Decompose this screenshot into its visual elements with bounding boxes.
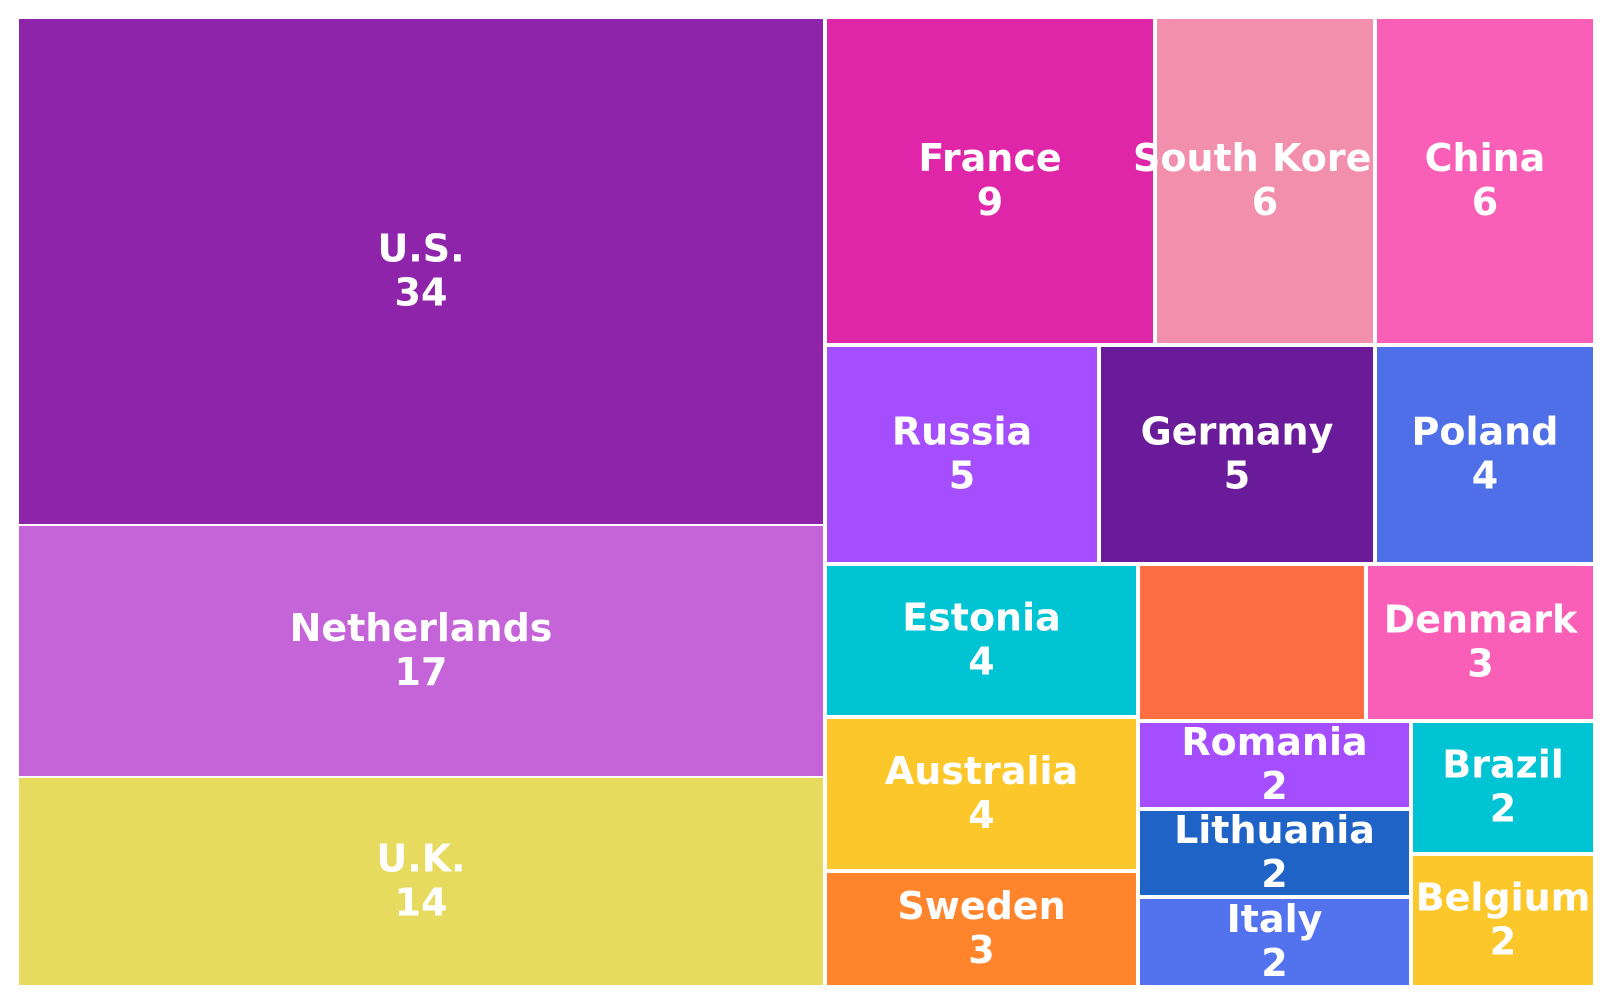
tile-rect-estonia <box>826 565 1137 716</box>
tile-border <box>1375 345 1595 564</box>
tile-border <box>1155 17 1375 345</box>
tile-rect-italy <box>1139 898 1410 986</box>
tile-border <box>1375 17 1595 345</box>
tile-rect-france <box>826 18 1154 344</box>
tile-value-china: 6 <box>1472 180 1498 224</box>
tile-border <box>825 871 1138 987</box>
tile-value-poland: 4 <box>1472 454 1498 498</box>
tile-border <box>1138 897 1411 987</box>
tile-label-romania: Romania <box>1181 720 1367 764</box>
tile-value-u-k: 14 <box>395 881 448 925</box>
tile-rect-brazil <box>1412 722 1594 853</box>
tile-value-netherlands: 17 <box>395 650 448 694</box>
tile-label-sweden: Sweden <box>897 884 1065 928</box>
tile-rect-lithuania <box>1139 810 1410 896</box>
tile-unlabeled <box>1139 565 1365 720</box>
tile-border <box>825 345 1099 564</box>
tile-rect-sweden <box>826 872 1137 986</box>
tile-rect-belgium <box>1412 855 1594 986</box>
tile-border <box>1099 345 1375 564</box>
tile-value-australia: 4 <box>968 793 994 837</box>
tile-rect-netherlands <box>18 525 824 777</box>
tile-label-belgium: Belgium <box>1416 876 1591 920</box>
tile-rect-poland <box>1376 346 1594 563</box>
tile-rect-u-k <box>18 777 824 986</box>
tile-border <box>1138 809 1411 897</box>
tile-border <box>825 717 1138 871</box>
tile-border <box>1138 721 1411 809</box>
tile-u-s: U.S.34 <box>18 18 824 525</box>
tile-rect-germany <box>1100 346 1374 563</box>
tile-value-russia: 5 <box>949 454 975 498</box>
tile-value-germany: 5 <box>1224 454 1250 498</box>
tile-border <box>825 17 1155 345</box>
tile-value-brazil: 2 <box>1490 787 1516 831</box>
tile-label-south-korea: South Korea <box>1133 136 1397 180</box>
tile-rect-u-s <box>18 18 824 525</box>
tile-value-u-s: 34 <box>395 271 448 315</box>
tile-rect-denmark <box>1367 565 1594 720</box>
tile-label-italy: Italy <box>1227 897 1323 941</box>
tile-label-estonia: Estonia <box>902 596 1061 640</box>
tile-label-australia: Australia <box>885 749 1078 793</box>
tile-rect-romania <box>1139 722 1410 808</box>
tile-label-denmark: Denmark <box>1384 598 1578 642</box>
tile-value-france: 9 <box>977 180 1003 224</box>
tile-border <box>1411 721 1595 854</box>
tile-value-south-korea: 6 <box>1252 180 1278 224</box>
tile-border <box>1366 564 1595 721</box>
tile-rect-south-korea <box>1156 18 1374 344</box>
tile-label-france: France <box>918 136 1061 180</box>
tile-border <box>1138 564 1366 721</box>
tile-value-belgium: 2 <box>1490 920 1516 964</box>
tile-border <box>825 564 1138 717</box>
tile-value-italy: 2 <box>1261 941 1287 985</box>
tile-rect-russia <box>826 346 1098 563</box>
tile-value-estonia: 4 <box>968 640 994 684</box>
tile-value-sweden: 3 <box>968 928 994 972</box>
tile-label-brazil: Brazil <box>1442 743 1564 787</box>
tile-value-romania: 2 <box>1261 764 1287 808</box>
tile-label-u-k: U.K. <box>376 837 465 881</box>
tile-value-denmark: 3 <box>1467 642 1493 686</box>
tile-label-germany: Germany <box>1141 410 1334 454</box>
tile-border <box>1411 854 1595 987</box>
tile-label-lithuania: Lithuania <box>1174 808 1375 852</box>
tile-u-k: U.K.14 <box>18 777 824 986</box>
tile-label-china: China <box>1425 136 1546 180</box>
tile-rect-australia <box>826 718 1137 870</box>
tile-label-poland: Poland <box>1412 410 1559 454</box>
tile-label-russia: Russia <box>892 410 1032 454</box>
tile-label-u-s: U.S. <box>377 227 464 271</box>
tile-rect-china <box>1376 18 1594 344</box>
tile-rect-unlabeled <box>1139 565 1365 720</box>
tile-label-netherlands: Netherlands <box>290 606 553 650</box>
tile-border <box>17 776 825 987</box>
tile-value-lithuania: 2 <box>1261 852 1287 896</box>
